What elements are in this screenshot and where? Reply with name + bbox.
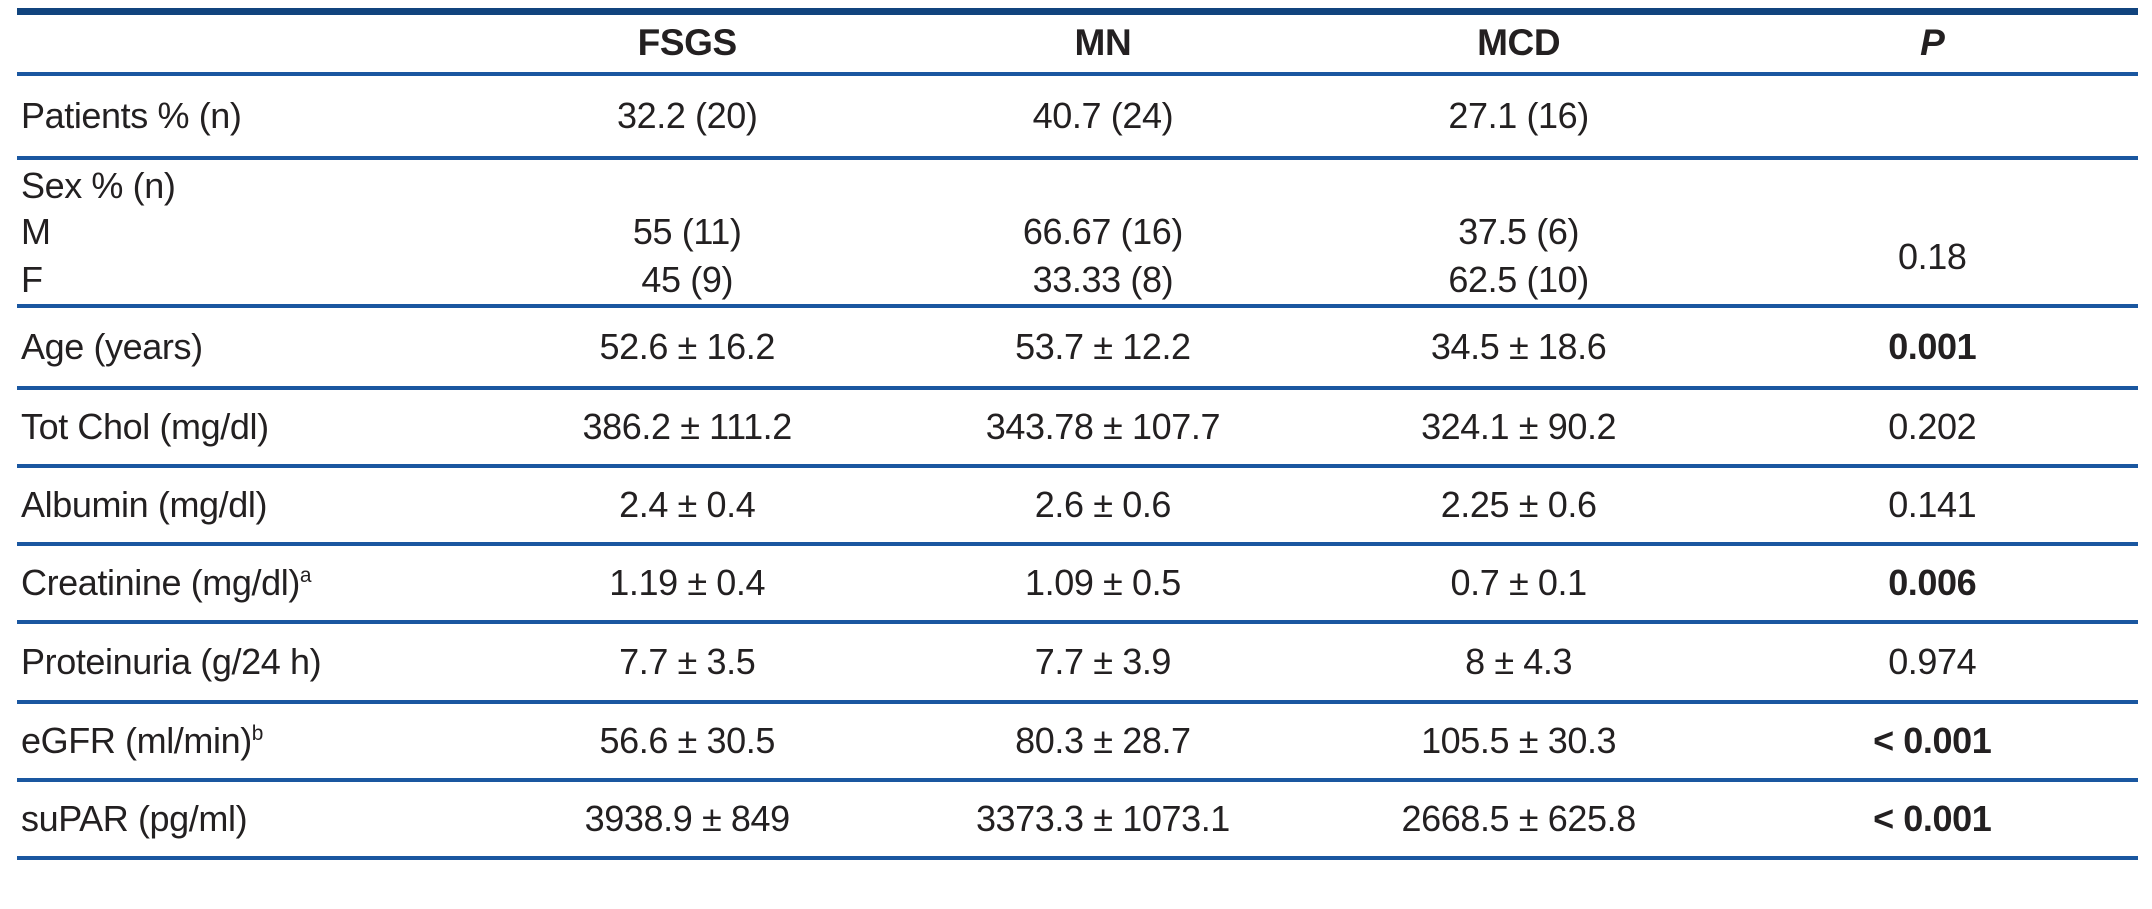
sex-female-fsgs: 45 (9) bbox=[641, 258, 734, 300]
cell-mn: 3373.3 ± 1073.1 bbox=[975, 797, 1230, 839]
sex-male-label: M bbox=[21, 210, 51, 252]
cell-mn: 343.78 ± 107.7 bbox=[985, 405, 1221, 447]
header-fsgs: FSGS bbox=[637, 22, 738, 64]
cell-p: 0.974 bbox=[1888, 640, 1977, 682]
table-row-creatinine: Creatinine (mg/dl)a 1.19 ± 0.4 1.09 ± 0.… bbox=[17, 544, 2138, 622]
row-label: eGFR (ml/min)b bbox=[17, 702, 479, 780]
spacer bbox=[895, 160, 1311, 208]
table-row-sex: Sex % (n) M F 55 (11) 45 (9) 66.67 (16) … bbox=[17, 158, 2138, 306]
spacer bbox=[1311, 160, 1727, 208]
table-row-age: Age (years) 52.6 ± 16.2 53.7 ± 12.2 34.5… bbox=[17, 306, 2138, 388]
row-label-text: Proteinuria (g/24 h) bbox=[21, 640, 322, 682]
cell-p: 0.001 bbox=[1888, 325, 1977, 367]
table-row-proteinuria: Proteinuria (g/24 h) 7.7 ± 3.5 7.7 ± 3.9… bbox=[17, 622, 2138, 702]
cell-mn: 40.7 (24) bbox=[1032, 94, 1174, 136]
sex-p-value: 0.18 bbox=[1898, 235, 1967, 277]
row-label-text: suPAR (pg/ml) bbox=[21, 797, 248, 839]
cell-fsgs-sex: 55 (11) 45 (9) bbox=[479, 158, 895, 306]
cell-mcd: 34.5 ± 18.6 bbox=[1430, 325, 1607, 367]
table-row-egfr: eGFR (ml/min)b 56.6 ± 30.5 80.3 ± 28.7 1… bbox=[17, 702, 2138, 780]
sex-label: Sex % (n) bbox=[21, 164, 176, 206]
cell-fsgs: 7.7 ± 3.5 bbox=[619, 640, 756, 682]
cell-mn: 80.3 ± 28.7 bbox=[1015, 719, 1191, 761]
cell-mcd: 8 ± 4.3 bbox=[1465, 640, 1573, 682]
row-label: Creatinine (mg/dl)a bbox=[17, 544, 479, 622]
sex-male-fsgs: 55 (11) bbox=[632, 210, 742, 252]
row-label: Patients % (n) bbox=[21, 94, 242, 136]
cell-mcd: 2.25 ± 0.6 bbox=[1440, 483, 1597, 525]
table-row-albumin: Albumin (mg/dl) 2.4 ± 0.4 2.6 ± 0.6 2.25… bbox=[17, 466, 2138, 544]
cell-mn: 7.7 ± 3.9 bbox=[1034, 640, 1172, 682]
cell-mcd: 27.1 (16) bbox=[1448, 94, 1589, 136]
row-label-text: Creatinine (mg/dl) bbox=[21, 561, 300, 603]
header-empty bbox=[17, 12, 479, 74]
cell-fsgs: 2.4 ± 0.4 bbox=[619, 483, 756, 525]
cell-fsgs: 386.2 ± 111.2 bbox=[582, 405, 793, 447]
row-label: Age (years) bbox=[17, 306, 479, 388]
cell-fsgs: 52.6 ± 16.2 bbox=[599, 325, 775, 367]
cell-p: < 0.001 bbox=[1873, 797, 1992, 839]
cell-p: < 0.001 bbox=[1873, 719, 1992, 761]
row-label-text: Age (years) bbox=[21, 325, 203, 367]
cell-fsgs: 32.2 (20) bbox=[616, 94, 758, 136]
cell-mcd: 2668.5 ± 625.8 bbox=[1401, 797, 1636, 839]
cell-fsgs: 3938.9 ± 849 bbox=[584, 797, 791, 839]
row-label-text: Tot Chol (mg/dl) bbox=[21, 405, 269, 447]
cell-p: 0.202 bbox=[1888, 405, 1977, 447]
sex-female-mcd: 62.5 (10) bbox=[1448, 258, 1589, 300]
header-p: P bbox=[1920, 22, 1945, 64]
cell-mcd-sex: 37.5 (6) 62.5 (10) bbox=[1311, 158, 1727, 306]
cell-mn: 2.6 ± 0.6 bbox=[1034, 483, 1172, 525]
clinical-characteristics-table: FSGS MN MCD P Patients % (n) 32.2 (20) 4… bbox=[17, 8, 2138, 860]
cell-mn-sex: 66.67 (16) 33.33 (8) bbox=[895, 158, 1311, 306]
cell-mn: 1.09 ± 0.5 bbox=[1024, 561, 1181, 603]
header-mcd: MCD bbox=[1477, 22, 1561, 64]
table-row-totchol: Tot Chol (mg/dl) 386.2 ± 111.2 343.78 ± … bbox=[17, 388, 2138, 466]
cell-fsgs: 56.6 ± 30.5 bbox=[599, 719, 775, 761]
cell-mcd: 324.1 ± 90.2 bbox=[1421, 405, 1617, 447]
row-label: Proteinuria (g/24 h) bbox=[17, 622, 479, 702]
spacer bbox=[479, 160, 895, 208]
cell-p: 0.006 bbox=[1888, 561, 1977, 603]
sex-male-mn: 66.67 (16) bbox=[1022, 210, 1184, 252]
cell-mn: 53.7 ± 12.2 bbox=[1015, 325, 1191, 367]
spacer bbox=[1726, 160, 2138, 210]
row-label: Tot Chol (mg/dl) bbox=[17, 388, 479, 466]
cell-p bbox=[1726, 74, 2138, 158]
cell-p: 0.141 bbox=[1888, 483, 1977, 525]
cell-mcd: 0.7 ± 0.1 bbox=[1450, 561, 1588, 603]
table-row-patients: Patients % (n) 32.2 (20) 40.7 (24) 27.1 … bbox=[17, 74, 2138, 158]
row-label-sup: a bbox=[299, 563, 312, 587]
table-row-supar: suPAR (pg/ml) 3938.9 ± 849 3373.3 ± 1073… bbox=[17, 780, 2138, 858]
row-label-sex: Sex % (n) M F bbox=[17, 158, 479, 306]
header-mn: MN bbox=[1074, 22, 1132, 64]
sex-male-mcd: 37.5 (6) bbox=[1458, 210, 1580, 252]
cell-p-sex: 0.18 bbox=[1726, 158, 2138, 306]
row-label: suPAR (pg/ml) bbox=[17, 780, 479, 858]
row-label-sup: b bbox=[251, 721, 264, 745]
sex-female-label: F bbox=[21, 258, 43, 300]
row-label-text: eGFR (ml/min) bbox=[21, 719, 252, 761]
header-row: FSGS MN MCD P bbox=[17, 12, 2138, 74]
row-label-text: Albumin (mg/dl) bbox=[21, 483, 268, 525]
cell-mcd: 105.5 ± 30.3 bbox=[1421, 719, 1617, 761]
cell-fsgs: 1.19 ± 0.4 bbox=[609, 561, 766, 603]
row-label: Albumin (mg/dl) bbox=[17, 466, 479, 544]
sex-female-mn: 33.33 (8) bbox=[1032, 258, 1174, 300]
